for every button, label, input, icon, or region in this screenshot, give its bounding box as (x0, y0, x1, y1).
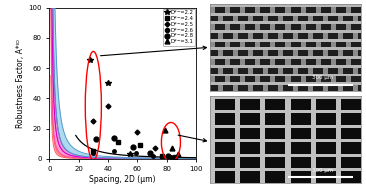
Y-axis label: Robustness Factor, A*ᴵᴰ: Robustness Factor, A*ᴵᴰ (16, 39, 26, 128)
Text: 300 μm: 300 μm (312, 75, 334, 80)
Text: 300 μm: 300 μm (312, 168, 334, 173)
X-axis label: Spacing, 2D (μm): Spacing, 2D (μm) (89, 175, 156, 184)
Legend: D*ᴵᴰ=2.2, D*ᴵᴰ=2.4, D*ᴵᴰ=2.5, D*ᴵᴰ=2.6, D*ᴵᴰ=2.8, D*ᴵᴰ=3.1: D*ᴵᴰ=2.2, D*ᴵᴰ=2.4, D*ᴵᴰ=2.5, D*ᴵᴰ=2.6, … (163, 9, 195, 46)
